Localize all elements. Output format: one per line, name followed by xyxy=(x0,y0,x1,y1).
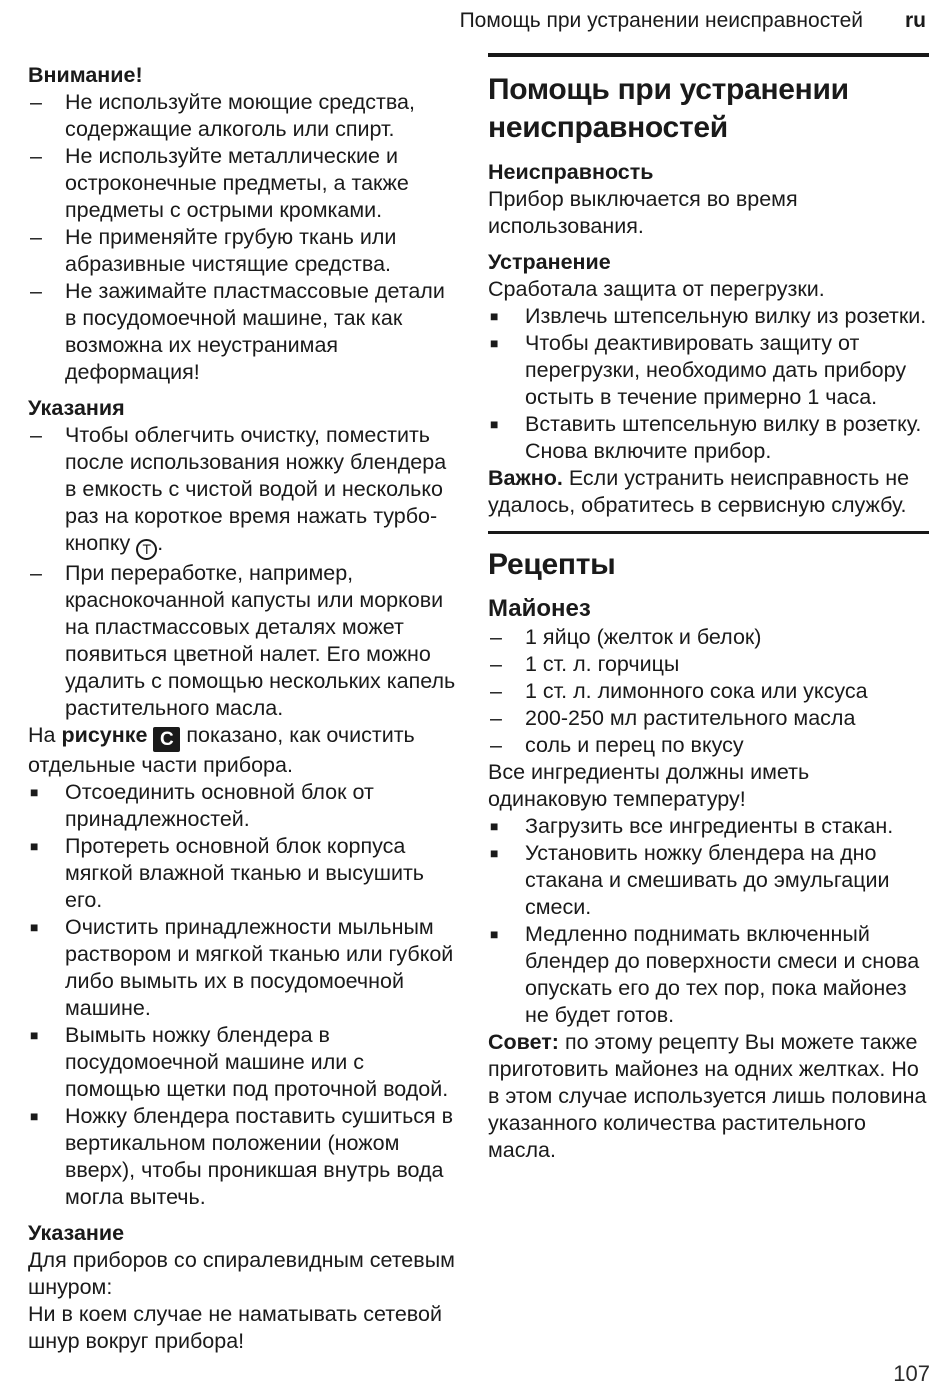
important-note: Важно. Если устранить неисправность не у… xyxy=(488,466,910,517)
header-title: Помощь при устранении неисправностей xyxy=(459,9,863,32)
list-item: Не применяйте грубую ткань или абразивны… xyxy=(28,224,461,278)
left-column: Внимание! Не используйте моющие средства… xyxy=(28,62,461,1355)
list-item: Очистить принадлежности мыльным растворо… xyxy=(28,914,461,1022)
fault-heading: Неисправность xyxy=(488,160,654,184)
list-item: При переработке, например, краснокочанно… xyxy=(28,560,461,722)
note-body: Для приборов со спиралевидным сетевым шн… xyxy=(28,1247,461,1355)
list-item: Чтобы облегчить очистку, поместить после… xyxy=(28,422,461,560)
list-item: Загрузить все ингредиенты в стакан. xyxy=(488,813,929,840)
section-rule-top xyxy=(488,53,929,57)
header-language-code: ru xyxy=(905,9,926,32)
list-item: 1 ст. л. лимонного сока или уксуса xyxy=(488,678,929,705)
list-item: Вымыть ножку блендера в посудомоечной ма… xyxy=(28,1022,461,1103)
list-item: Чтобы деактивировать защиту от перегрузк… xyxy=(488,330,929,411)
figure-c-badge: C xyxy=(153,726,181,752)
troubleshooting-title: Помощь при устранении неисправностей xyxy=(488,73,849,144)
remedy-intro: Сработала защита от перегрузки. xyxy=(488,277,825,301)
mayonnaise-steps-list: Загрузить все ингредиенты в стакан. Уста… xyxy=(488,813,929,1029)
recipes-title: Рецепты xyxy=(488,548,616,581)
list-item: Не зажимайте пластмассовые детали в посу… xyxy=(28,278,461,386)
list-item: соль и перец по вкусу xyxy=(488,732,929,759)
remedy-heading: Устранение xyxy=(488,250,611,274)
turbo-button-icon: T xyxy=(136,538,158,560)
list-item: Вставить штепсельную вилку в розетку. Сн… xyxy=(488,411,929,465)
note-paragraph: Для приборов со спиралевидным сетевым шн… xyxy=(28,1247,455,1299)
list-item: 1 яйцо (желток и белок) xyxy=(488,624,929,651)
list-item: Ножку блендера поставить сушиться в верт… xyxy=(28,1103,461,1211)
important-label: Важно. xyxy=(488,466,563,490)
attention-heading: Внимание! xyxy=(28,63,143,87)
notes-heading: Указания xyxy=(28,396,125,420)
page-header: Помощь при устранении неисправностей ru xyxy=(460,8,926,34)
list-item: Установить ножку блендера на дно стакана… xyxy=(488,840,929,921)
list-item: Отсоединить основной блок от принадлежно… xyxy=(28,779,461,833)
list-item: Протереть основной блок корпуса мягкой в… xyxy=(28,833,461,914)
notes-list: Чтобы облегчить очистку, поместить после… xyxy=(28,422,461,722)
note-heading: Указание xyxy=(28,1220,125,1245)
cleaning-steps-list: Отсоединить основной блок от принадлежно… xyxy=(28,779,461,1211)
mayonnaise-title: Майонез xyxy=(488,595,591,622)
list-item: 1 ст. л. горчицы xyxy=(488,651,929,678)
list-item: Медленно поднимать включенный блендер до… xyxy=(488,921,929,1029)
tip-note: Совет: по этому рецепту Вы можете также … xyxy=(488,1030,927,1162)
attention-list: Не используйте моющие средства, содержащ… xyxy=(28,89,461,386)
right-column: Помощь при устранении неисправностей Неи… xyxy=(488,53,929,1164)
list-item: 200-250 мл растительного масла xyxy=(488,705,929,732)
list-item: Не используйте моющие средства, содержащ… xyxy=(28,89,461,143)
fault-text: Прибор выключается во время использовани… xyxy=(488,187,798,238)
page-number: 107 xyxy=(893,1361,930,1386)
remedy-steps-list: Извлечь штепсельную вилку из розетки. Чт… xyxy=(488,303,929,465)
list-item: Извлечь штепсельную вилку из розетки. xyxy=(488,303,929,330)
figure-reference-paragraph: На рисунке C показано, как очистить отде… xyxy=(28,722,415,777)
ingredients-note: Все ингредиенты должны иметь одинаковую … xyxy=(488,760,810,811)
note-paragraph: Ни в коем случае не наматывать сетевой ш… xyxy=(28,1301,442,1353)
ingredients-list: 1 яйцо (желток и белок) 1 ст. л. горчицы… xyxy=(488,624,929,759)
section-rule-recipes xyxy=(488,531,929,534)
tip-label: Совет: xyxy=(488,1030,559,1054)
list-item: Не используйте металлические и остроконе… xyxy=(28,143,461,224)
